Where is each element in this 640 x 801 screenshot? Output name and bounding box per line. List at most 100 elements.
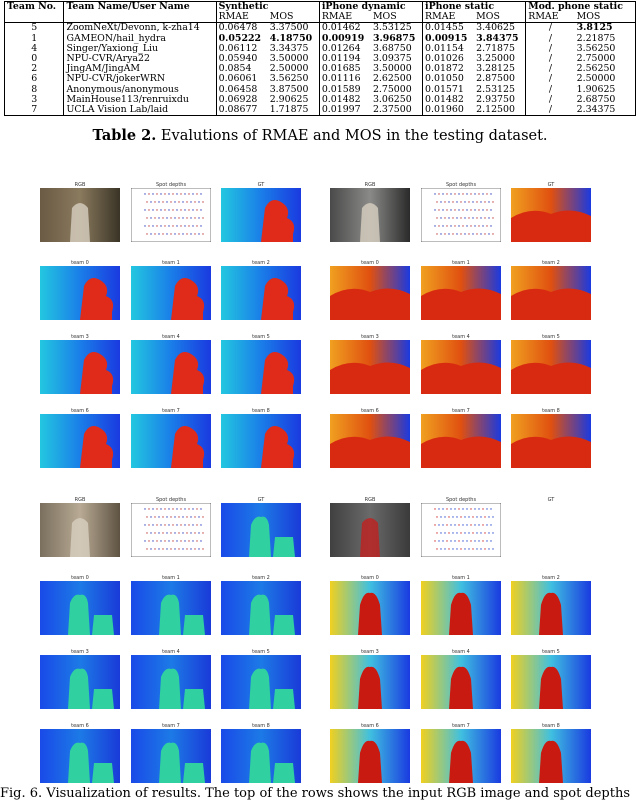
header-iphone-dynamic: iPhone dynamic (319, 1, 424, 13)
cell-s-mos: 2.50000 (267, 64, 320, 75)
cell-m-rmae: / (548, 83, 553, 95)
cell-team-no: 4 (3, 43, 65, 55)
panel-team5 (511, 655, 591, 713)
cell-st-mos: 2.93750 (474, 94, 527, 106)
table-row: 3 MainHouse113/renruixdu 0.06928 2.90625 0.0… (3, 93, 636, 106)
cell-m-mos: 2.50000 (574, 74, 636, 85)
panel-team2 (221, 266, 301, 324)
cell-st-rmae: 0.01050 (425, 73, 464, 85)
cell-d-mos: 3.96875 (370, 33, 424, 44)
cell-s-rmae: 0.06458 (218, 83, 258, 95)
panel-gt (511, 188, 591, 246)
cell-m-rmae: / (548, 42, 553, 54)
header-mod-phone-static: Mod. phone static (525, 1, 636, 13)
panel-rgb (40, 188, 120, 246)
panel-label-team7: team 7 (162, 723, 180, 729)
panel-label-gt: GT (257, 182, 265, 188)
panel-label-spot: Spot depths (445, 497, 477, 503)
cell-team-no: 1 (3, 33, 65, 44)
panel-label-rgb: RGB (74, 182, 86, 188)
panel-label-team3: team 3 (71, 334, 89, 340)
panel-team4 (421, 655, 501, 713)
cell-team-name: MainHouse113/renruixdu (63, 94, 217, 106)
cell-m-mos: 3.8125 (574, 22, 636, 34)
cell-m-rmae: / (548, 93, 553, 105)
panel-label-team6: team 6 (361, 408, 379, 414)
figure-caption: Fig. 6. Visualization of results. The to… (0, 786, 631, 801)
panel-label-team5: team 5 (542, 334, 560, 340)
cell-s-rmae: 0.08677 (218, 104, 258, 116)
panel-team2 (511, 581, 591, 639)
cell-d-rmae: 0.00919 (321, 32, 365, 44)
panel-label-team7: team 7 (162, 408, 180, 414)
sub-rmae: RMAE (321, 11, 353, 23)
panel-label-team3: team 3 (361, 334, 379, 340)
panel-team1 (131, 266, 211, 324)
cell-d-rmae: 0.01685 (321, 63, 361, 75)
panel-team6 (330, 729, 410, 787)
cell-team-name: NPU-CVR/jokerWRN (63, 74, 217, 85)
cell-team-no: 2 (3, 64, 65, 75)
cell-st-rmae: 0.01026 (425, 53, 464, 65)
panel-label-team8: team 8 (252, 408, 270, 414)
cell-d-rmae: 0.01482 (321, 93, 361, 105)
panel-team6 (40, 729, 120, 787)
panel-label-team5: team 5 (542, 649, 560, 655)
panel-team3 (40, 340, 120, 398)
cell-s-rmae: 0.06928 (218, 93, 258, 105)
sub-mos: MOS (267, 12, 320, 23)
cell-team-name: JingAM/JingAM (63, 64, 217, 75)
cell-st-mos: 3.40625 (474, 22, 527, 34)
panel-team2 (221, 581, 301, 639)
panel-label-rgb: RGB (364, 182, 376, 188)
panel-label-team1: team 1 (452, 575, 470, 581)
panel-team5 (511, 340, 591, 398)
cell-st-mos: 3.25000 (474, 53, 527, 65)
cell-st-rmae: 0.01872 (425, 63, 464, 75)
cell-team-no: 6 (3, 74, 65, 85)
panel-label-gt: GT (547, 497, 555, 503)
panel-label-team4: team 4 (162, 649, 180, 655)
sub-mos: MOS (574, 12, 636, 23)
panel-label-team6: team 6 (71, 723, 89, 729)
cell-m-mos: 3.56250 (574, 43, 636, 55)
table-caption: Table 2. Evalutions of RMAE and MOS in t… (0, 127, 640, 144)
panel-label-team4: team 4 (452, 649, 470, 655)
panel-label-team0: team 0 (71, 575, 89, 581)
cell-team-name: GAMEON/hail_hydra (63, 33, 217, 44)
panel-label-team3: team 3 (361, 649, 379, 655)
panel-label-spot: Spot depths (155, 182, 187, 188)
cell-s-rmae: 0.0854 (218, 63, 252, 75)
panel-team0 (330, 266, 410, 324)
table-row: 8 Anonymous/anonymous 0.06458 3.87500 0.0158… (3, 83, 636, 95)
panel-label-team2: team 2 (252, 260, 270, 266)
panel-team4 (421, 340, 501, 398)
panel-label-team4: team 4 (452, 334, 470, 340)
panel-label-team4: team 4 (162, 334, 180, 340)
panel-label-team8: team 8 (542, 723, 560, 729)
panel-spot (130, 502, 212, 561)
panel-gt (221, 188, 301, 246)
panel-team8 (221, 729, 301, 787)
panel-label-team7: team 7 (452, 408, 470, 414)
panel-team1 (421, 266, 501, 324)
cell-m-mos: 2.56250 (574, 64, 636, 75)
panel-label-team8: team 8 (252, 723, 270, 729)
header-iphone-static: iPhone static (422, 1, 527, 13)
cell-d-mos: 3.53125 (370, 22, 424, 34)
panel-rgb (330, 503, 410, 561)
panel-team8 (221, 414, 301, 472)
panel-label-team2: team 2 (542, 260, 560, 266)
panel-team1 (421, 581, 501, 639)
panel-spot (420, 502, 502, 561)
panel-team1 (131, 581, 211, 639)
cell-d-mos: 3.06250 (370, 94, 424, 106)
cell-d-mos: 2.62500 (370, 74, 424, 85)
panel-label-team0: team 0 (361, 260, 379, 266)
panel-team3 (330, 340, 410, 398)
table-row: 5 ZoomNeXt/Devonn, k-zha14 0.06478 3.37500 0… (3, 22, 636, 34)
header-team-name: Team Name/User Name (63, 1, 217, 13)
panel-label-team6: team 6 (71, 408, 89, 414)
panel-team5 (221, 655, 301, 713)
cell-m-mos: 2.75000 (574, 53, 636, 65)
